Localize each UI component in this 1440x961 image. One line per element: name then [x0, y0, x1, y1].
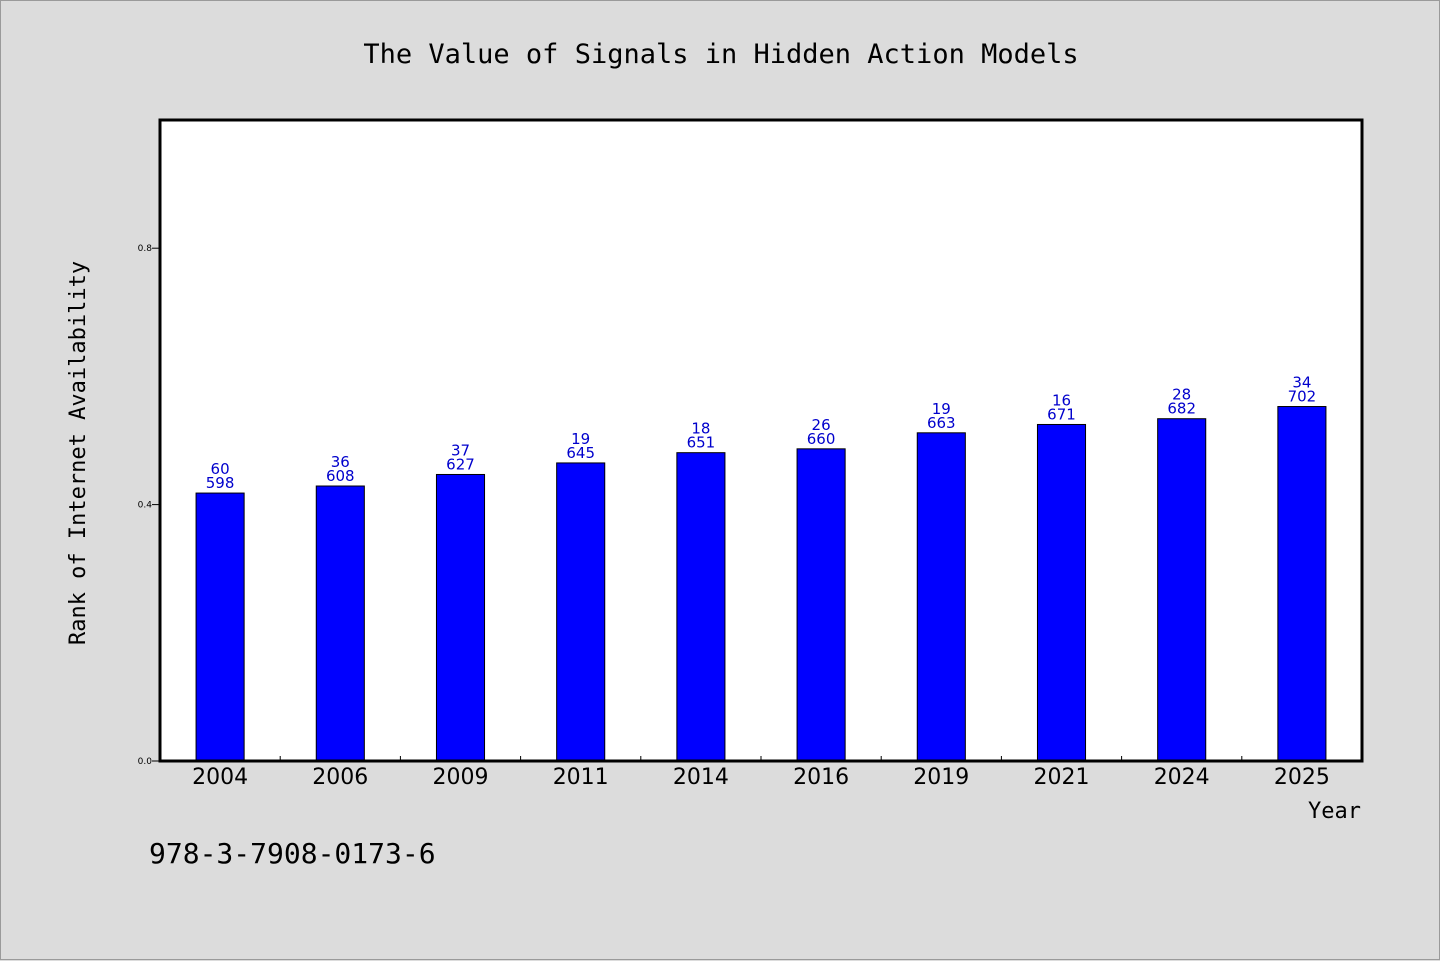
data-label-top: 26	[812, 416, 831, 434]
x-tick-label: 2025	[1274, 765, 1330, 790]
bar-2014	[676, 452, 726, 762]
y-ticks: 0.0 0.4 0.8	[138, 244, 160, 767]
data-label-bottom: 671	[1047, 405, 1076, 423]
bar-2009	[435, 473, 486, 762]
bars	[195, 406, 1327, 762]
y-tick-label: 0.8	[138, 244, 153, 254]
bar-2021	[1036, 423, 1087, 762]
data-label-bottom: 651	[687, 434, 716, 452]
data-label-bottom: 702	[1288, 388, 1317, 406]
data-label-top: 37	[451, 441, 470, 459]
x-tick-label: 2024	[1154, 765, 1210, 790]
data-label-bottom: 660	[807, 430, 836, 448]
x-tick-label: 2019	[913, 765, 969, 790]
data-label-top: 19	[571, 430, 590, 448]
chart-title: The Value of Signals in Hidden Action Mo…	[363, 39, 1078, 70]
data-label-bottom: 663	[927, 414, 956, 432]
y-tick-label: 0.4	[138, 501, 153, 511]
plot-border	[158, 118, 1364, 763]
bar-2016	[796, 448, 846, 762]
x-tick-label: 2004	[192, 765, 248, 790]
data-label-bottom: 598	[206, 474, 235, 492]
data-label-bottom: 627	[446, 455, 475, 473]
bar-2006	[315, 485, 365, 762]
data-label-top: 28	[1172, 386, 1191, 404]
isbn-text: 978-3-7908-0173-6	[149, 837, 436, 870]
x-tick-label: 2011	[553, 765, 609, 790]
data-label-top: 16	[1052, 391, 1071, 409]
data-labels: 6059836608376271964518651266601966316671…	[206, 374, 1316, 493]
data-label-bottom: 608	[326, 467, 355, 485]
x-tick-label: 2009	[433, 765, 489, 790]
data-label-top: 18	[691, 420, 710, 438]
bar-2024	[1157, 418, 1207, 762]
bar-2025	[1277, 406, 1327, 762]
x-tick-label: 2014	[673, 765, 729, 790]
x-tick-label: 2021	[1034, 765, 1090, 790]
bar-2019	[916, 432, 966, 762]
data-label-top: 19	[932, 400, 951, 418]
bar-2004	[195, 492, 245, 762]
x-axis-label: Year	[1308, 799, 1361, 824]
data-label-top: 34	[1292, 374, 1311, 392]
bar-2011	[556, 462, 606, 762]
y-tick-label: 0.0	[138, 757, 153, 767]
data-label-top: 60	[211, 460, 230, 478]
data-label-top: 36	[331, 453, 350, 471]
y-axis-label: Rank of Internet Availability	[66, 261, 91, 645]
x-ticks: 2004 2006 2009 2011 2014 2016 2019 2021 2024 2025	[192, 756, 1330, 790]
x-tick-label: 2016	[793, 765, 849, 790]
data-label-bottom: 682	[1167, 400, 1196, 418]
x-tick-label: 2006	[312, 765, 368, 790]
data-label-bottom: 645	[566, 444, 595, 462]
